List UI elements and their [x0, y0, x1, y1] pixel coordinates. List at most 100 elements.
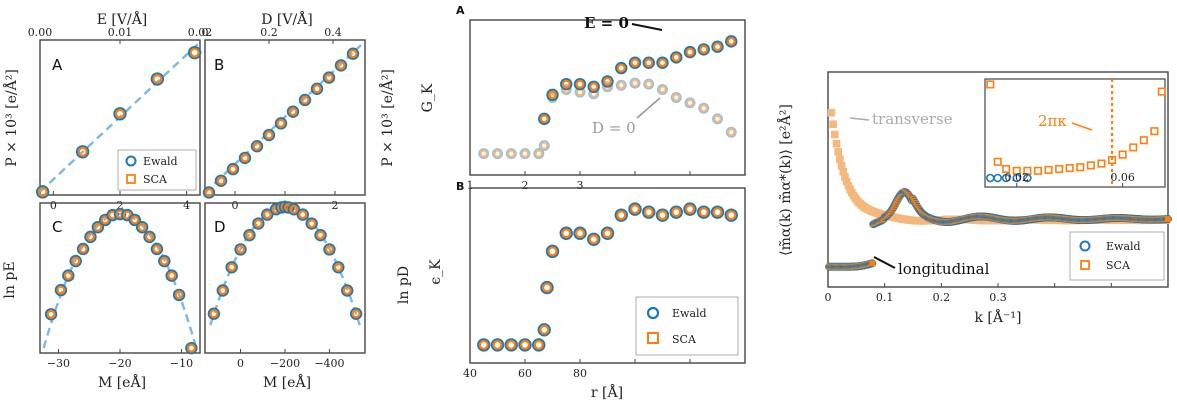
ewald-point [216, 284, 229, 297]
sca-point-D0 [727, 128, 736, 137]
ewald-point-D0 [670, 92, 682, 103]
ewald-point [250, 140, 264, 153]
sca-point [264, 130, 274, 140]
sca-point [289, 204, 299, 214]
ewald-point [323, 243, 336, 256]
legend: Ewald SCA [1069, 231, 1165, 281]
legend-box [635, 296, 739, 356]
sca-point [616, 210, 627, 221]
x-tick-label: 0.2 [933, 291, 951, 304]
ewald-point [697, 43, 710, 56]
inset-ewald-point [993, 173, 1003, 183]
ewald-point [532, 338, 546, 352]
legend-ewald-label: Ewald [672, 307, 707, 320]
data-markers [207, 200, 363, 320]
sca-point [167, 271, 177, 281]
sca-point-D0 [631, 79, 639, 88]
sca-point [561, 79, 571, 89]
longitudinal-ewald-point [1164, 215, 1173, 224]
sca-point [602, 228, 613, 239]
right-axis-title: ln pD [396, 266, 412, 304]
legend-sca-marker [1080, 260, 1090, 270]
axis-ticks: −30 −20 −10 [47, 349, 193, 370]
x-tick-label: 2 [117, 199, 124, 212]
axis-ticks: 1 2 3 [467, 171, 746, 192]
sca-point [616, 63, 626, 73]
sca-point [561, 228, 572, 239]
sca-point-D0 [507, 149, 516, 158]
sca-point-D0 [644, 80, 653, 89]
x-tick-label: 0.1 [876, 291, 894, 304]
panel-C-log-probability-E: −30 −20 −10 C M [eÅ] ln pE [2, 202, 201, 391]
ewald-point [35, 185, 50, 199]
sca-point [262, 210, 272, 220]
sca-point [209, 309, 219, 319]
sca-point [574, 228, 585, 239]
inset-data-markers [985, 80, 1166, 183]
sca-point [300, 95, 310, 105]
x-tick-label: 3 [577, 179, 584, 192]
ewald-point [573, 226, 587, 240]
sca-point [492, 339, 503, 350]
sca-point [216, 176, 226, 186]
sca-point [288, 107, 298, 117]
sca-point [78, 244, 88, 254]
x-tick-label: 0.3 [989, 291, 1007, 304]
sca-point-D0 [617, 81, 626, 90]
x-tick-label: 40 [463, 367, 477, 380]
transverse-point [836, 155, 844, 164]
inset-sca-point [1150, 127, 1159, 136]
sca-point [629, 204, 640, 215]
x-axis-title: M [eÅ] [98, 373, 146, 391]
sca-point [37, 186, 48, 197]
sca-point [137, 222, 147, 232]
inset-sca-point [1139, 136, 1148, 145]
ewald-point [185, 341, 198, 355]
parabolic-fit-curve [42, 212, 198, 349]
sca-point [478, 339, 489, 350]
ewald-point [559, 226, 573, 240]
ewald-point [322, 71, 336, 84]
top-tick-label: 0.01 [108, 26, 133, 39]
axis-ticks: 0 0.1 0.2 0.3 [825, 283, 1169, 304]
panel-A-polarization-vs-E: 0 2 4 0.00 0.01 0.02 A E [V/Å] P × 10³ [e/Å²]… [2, 10, 212, 212]
legend-ewald-label: Ewald [143, 155, 178, 168]
data-markers [478, 35, 738, 160]
ewald-point [545, 244, 560, 259]
longitudinal-sca-point [1164, 216, 1171, 223]
x-tick-label: 0 [237, 357, 244, 370]
sca-point-D0 [493, 149, 502, 158]
x-tick-label: −30 [47, 357, 70, 370]
ewald-point-D0 [712, 113, 723, 125]
ewald-point [697, 205, 711, 219]
x-tick-label: 1 [467, 179, 474, 192]
sca-point [93, 222, 103, 232]
ewald-point [615, 61, 628, 75]
inset-sca-point [1108, 155, 1117, 165]
ewald-point [711, 40, 724, 53]
panel-letter: A [456, 4, 465, 17]
inset-low-k: 0.02 0.06 2πκ [984, 78, 1166, 188]
x-tick-label: 0.06 [1110, 171, 1135, 184]
legend: Ewald SCA [117, 149, 197, 191]
sca-point [252, 141, 262, 151]
legend-box [1069, 231, 1165, 281]
ewald-point [54, 283, 68, 297]
ewald-point [346, 47, 360, 60]
sca-point [547, 90, 557, 100]
sca-point [726, 36, 736, 46]
sca-point [533, 339, 544, 350]
sca-point [174, 290, 184, 300]
sca-point [276, 118, 286, 128]
parabolic-fit-curve [209, 205, 361, 326]
annotation-twopi-kappa: 2πκ [1038, 112, 1067, 130]
sca-point [657, 58, 667, 68]
annotation-E0: E = 0 [584, 14, 629, 32]
sca-point [333, 262, 343, 272]
ewald-point-D0 [657, 83, 668, 95]
inset-axis-ticks: 0.02 0.06 [1005, 171, 1135, 187]
x-tick-label: 0 [825, 291, 832, 304]
ewald-point [128, 213, 141, 227]
ewald-point [252, 217, 265, 230]
ewald-point [214, 174, 228, 187]
